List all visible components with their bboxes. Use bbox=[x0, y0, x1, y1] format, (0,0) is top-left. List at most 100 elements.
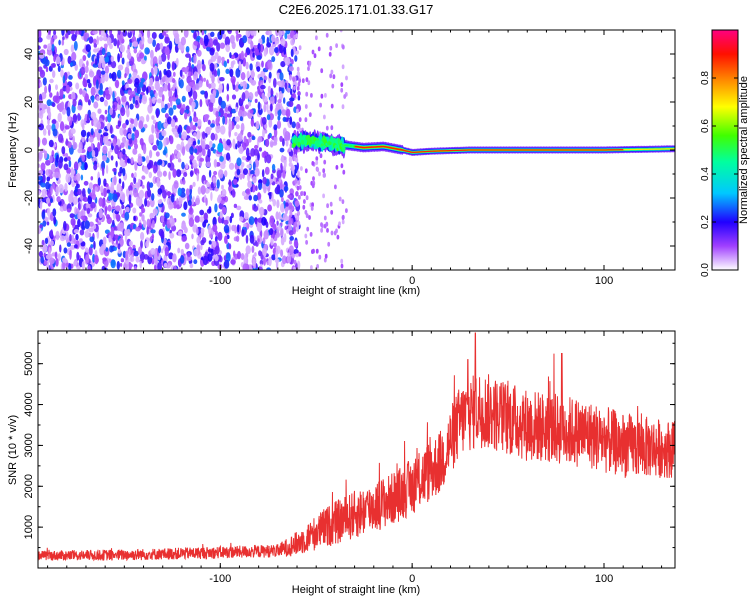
noise-speckle bbox=[107, 151, 111, 159]
noise-speckle bbox=[122, 167, 126, 177]
noise-speckle bbox=[289, 74, 292, 81]
y-tick-label: 3000 bbox=[23, 433, 35, 457]
noise-speckle bbox=[46, 124, 52, 131]
noise-speckle bbox=[135, 227, 141, 232]
noise-speckle bbox=[241, 229, 245, 237]
noise-speckle bbox=[62, 257, 67, 263]
noise-speckle bbox=[86, 113, 90, 124]
noise-speckle bbox=[293, 85, 296, 91]
noise-speckle bbox=[188, 217, 195, 228]
noise-speckle bbox=[131, 133, 135, 141]
noise-speckle bbox=[149, 212, 154, 219]
noise-speckle bbox=[172, 71, 176, 77]
noise-speckle bbox=[139, 138, 144, 146]
noise-speckle bbox=[173, 32, 180, 40]
noise-speckle bbox=[209, 62, 215, 72]
noise-speckle bbox=[65, 84, 71, 94]
noise-speckle bbox=[193, 162, 198, 169]
noise-speckle bbox=[149, 89, 154, 98]
noise-speckle bbox=[94, 254, 99, 265]
noise-speckle bbox=[176, 151, 181, 159]
noise-speckle bbox=[239, 216, 244, 222]
noise-speckle bbox=[225, 44, 231, 53]
noise-speckle bbox=[275, 251, 278, 261]
noise-speckle bbox=[93, 163, 98, 171]
noise-speckle bbox=[241, 92, 246, 102]
noise-speckle bbox=[187, 137, 192, 148]
noise-speckle bbox=[221, 56, 225, 62]
noise-speckle bbox=[114, 234, 119, 239]
noise-speckle bbox=[114, 144, 120, 155]
noise-speckle bbox=[46, 51, 52, 56]
noise-speckle bbox=[161, 94, 165, 102]
noise-speckle bbox=[71, 91, 76, 101]
noise-speckle bbox=[258, 38, 263, 45]
noise-speckle bbox=[158, 55, 162, 65]
noise-speckle bbox=[250, 70, 255, 78]
noise-speckle bbox=[220, 100, 226, 109]
noise-speckle bbox=[63, 220, 67, 231]
noise-speckle bbox=[250, 40, 254, 50]
noise-speckle bbox=[281, 196, 284, 203]
noise-speckle bbox=[164, 103, 168, 111]
noise-speckle bbox=[96, 79, 99, 89]
noise-speckle bbox=[264, 76, 268, 81]
noise-speckle bbox=[323, 172, 326, 178]
noise-speckle bbox=[254, 144, 259, 150]
noise-speckle bbox=[214, 51, 219, 60]
noise-speckle bbox=[282, 169, 286, 179]
noise-speckle bbox=[243, 223, 247, 228]
noise-speckle bbox=[52, 208, 57, 217]
noise-speckle bbox=[271, 163, 276, 171]
noise-speckle bbox=[77, 147, 83, 154]
noise-speckle bbox=[164, 212, 170, 219]
noise-speckle bbox=[81, 154, 85, 162]
noise-speckle bbox=[176, 197, 179, 206]
noise-speckle bbox=[281, 155, 284, 163]
noise-speckle bbox=[150, 229, 156, 234]
noise-speckle bbox=[276, 220, 279, 226]
noise-speckle bbox=[73, 40, 78, 51]
noise-speckle bbox=[84, 220, 90, 230]
noise-speckle bbox=[86, 79, 91, 84]
noise-speckle bbox=[224, 106, 229, 113]
noise-speckle bbox=[70, 194, 74, 203]
noise-speckle bbox=[139, 94, 143, 100]
noise-speckle bbox=[43, 245, 48, 251]
noise-speckle bbox=[276, 170, 282, 179]
noise-speckle bbox=[134, 172, 137, 179]
noise-speckle bbox=[121, 80, 125, 86]
noise-speckle bbox=[103, 43, 108, 48]
noise-speckle bbox=[265, 138, 270, 148]
noise-speckle bbox=[293, 35, 297, 40]
noise-speckle bbox=[229, 68, 234, 78]
noise-speckle bbox=[256, 55, 262, 60]
noise-speckle bbox=[261, 216, 267, 226]
noise-speckle bbox=[140, 231, 145, 241]
noise-speckle bbox=[40, 162, 46, 171]
noise-speckle bbox=[74, 244, 78, 249]
noise-speckle bbox=[158, 87, 163, 98]
noise-speckle bbox=[250, 118, 255, 127]
noise-speckle bbox=[128, 194, 132, 205]
noise-speckle bbox=[220, 162, 226, 170]
noise-speckle bbox=[63, 48, 69, 56]
noise-speckle bbox=[90, 176, 94, 181]
spectrogram-noise bbox=[38, 30, 348, 270]
noise-speckle bbox=[223, 224, 230, 234]
noise-speckle bbox=[227, 105, 232, 112]
noise-speckle bbox=[167, 162, 171, 168]
noise-speckle bbox=[135, 99, 139, 106]
noise-speckle bbox=[72, 196, 79, 205]
noise-speckle bbox=[177, 247, 181, 254]
noise-speckle bbox=[192, 90, 198, 101]
noise-speckle bbox=[38, 190, 41, 196]
noise-speckle bbox=[49, 257, 55, 265]
noise-speckle bbox=[305, 213, 309, 219]
noise-speckle bbox=[121, 193, 125, 203]
noise-speckle bbox=[181, 235, 188, 242]
noise-speckle bbox=[84, 230, 90, 238]
noise-speckle bbox=[229, 216, 233, 224]
noise-speckle bbox=[139, 52, 145, 59]
noise-speckle bbox=[254, 158, 259, 168]
